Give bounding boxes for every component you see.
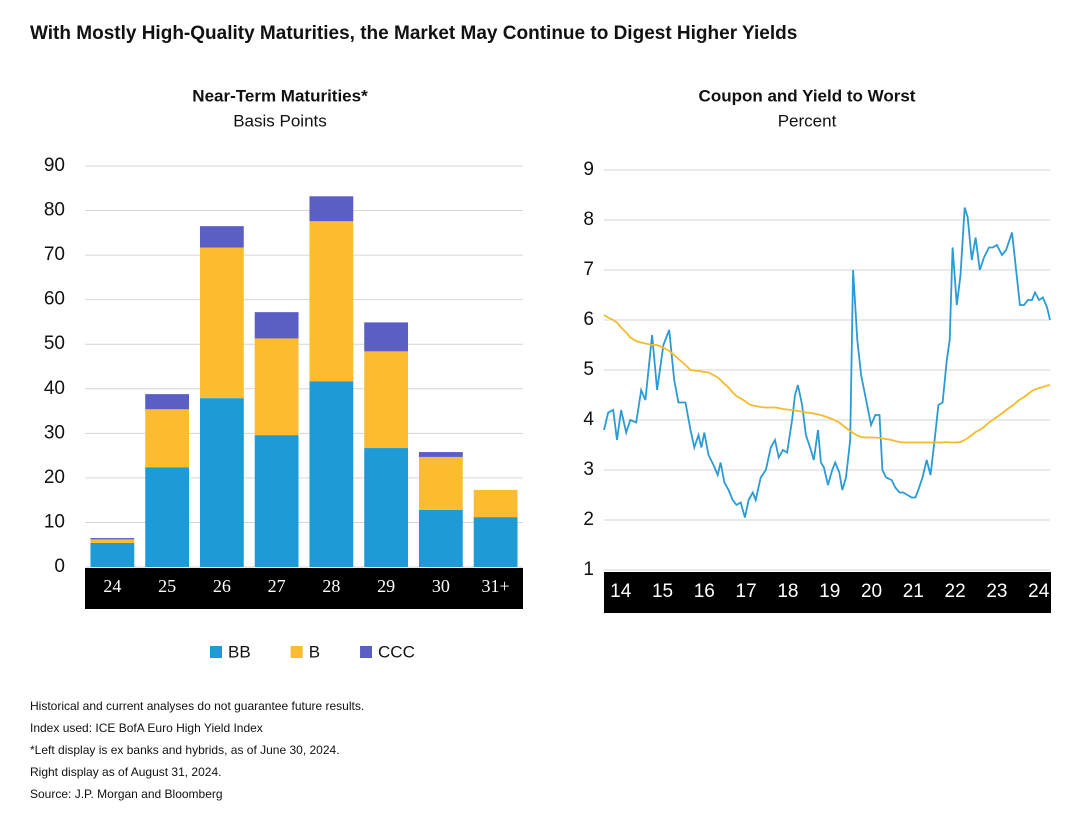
bar-segment (90, 538, 135, 540)
legend-label: BB (228, 642, 251, 661)
y-tick-label: 80 (44, 200, 65, 221)
y-tick-label: 50 (44, 333, 65, 354)
footnote: Right display as of August 31, 2024. (30, 765, 221, 779)
bar-segment (309, 196, 354, 222)
page-title: With Mostly High-Quality Maturities, the… (30, 23, 797, 44)
chart-subtitle: Basis Points (233, 111, 327, 130)
bar-segment (145, 467, 190, 567)
legend-swatch (210, 646, 222, 658)
bar-segment (90, 539, 135, 543)
legend-swatch (290, 646, 303, 658)
y-tick-label: 6 (583, 309, 594, 330)
x-tick-label: 31+ (482, 576, 510, 596)
footnote: Historical and current analyses do not g… (30, 699, 364, 713)
bar-segment (473, 517, 518, 567)
chart-title: Near-Term Maturities* (192, 86, 368, 105)
x-tick-label: 23 (986, 581, 1007, 602)
bar-segment (364, 448, 409, 567)
y-tick-label: 30 (44, 422, 65, 443)
y-tick-label: 4 (583, 409, 594, 430)
y-tick-label: 40 (44, 378, 65, 399)
line-series (603, 314, 1051, 444)
y-tick-label: 70 (44, 244, 65, 265)
x-tick-label: 14 (610, 581, 632, 602)
y-tick-label: 20 (44, 467, 65, 488)
x-tick-label: 27 (268, 576, 286, 596)
bar-segment (199, 247, 244, 399)
footnote: Source: J.P. Morgan and Bloomberg (30, 787, 223, 801)
legend-label: CCC (378, 642, 415, 661)
x-tick-label: 21 (903, 581, 924, 602)
bar-segment (145, 409, 190, 468)
x-tick-label: 25 (158, 576, 176, 596)
chart-title: Coupon and Yield to Worst (699, 86, 916, 105)
x-tick-label: 26 (213, 576, 231, 596)
x-tick-label: 15 (652, 581, 673, 602)
footnote: Index used: ICE BofA Euro High Yield Ind… (30, 721, 263, 735)
x-tick-label: 29 (377, 576, 395, 596)
bar-segment (418, 509, 463, 567)
x-tick-label: 24 (1028, 581, 1050, 602)
y-tick-label: 7 (583, 259, 594, 280)
bar-segment (364, 351, 409, 449)
x-axis-band (604, 572, 1051, 613)
x-tick-label: 28 (322, 576, 340, 596)
y-tick-label: 9 (583, 159, 594, 180)
y-tick-label: 90 (44, 155, 65, 176)
y-tick-label: 8 (583, 209, 594, 230)
y-tick-label: 3 (583, 459, 594, 480)
y-tick-label: 2 (583, 509, 594, 530)
bar-segment (145, 394, 190, 410)
footnote: *Left display is ex banks and hybrids, a… (30, 743, 340, 757)
bar-segment (254, 435, 299, 567)
x-tick-label: 24 (103, 576, 121, 596)
chart-subtitle: Percent (778, 111, 837, 130)
y-tick-label: 1 (583, 559, 594, 580)
legend-label: B (309, 642, 320, 661)
bar-segment (309, 381, 354, 567)
y-tick-label: 5 (583, 359, 594, 380)
x-tick-label: 30 (432, 576, 450, 596)
bar-segment (90, 542, 135, 567)
bar-segment (199, 226, 244, 248)
line-series (603, 207, 1051, 518)
bar-segment (418, 452, 463, 457)
y-tick-label: 60 (44, 289, 65, 310)
bar-segment (418, 456, 463, 510)
x-tick-label: 19 (819, 581, 840, 602)
bar-segment (199, 398, 244, 567)
x-tick-label: 20 (861, 581, 882, 602)
x-tick-label: 17 (736, 581, 757, 602)
x-tick-label: 22 (945, 581, 966, 602)
bar-segment (254, 312, 299, 339)
bar-segment (473, 489, 518, 518)
legend-swatch (360, 646, 373, 658)
y-tick-label: 10 (44, 511, 65, 532)
bar-segment (364, 322, 409, 352)
x-axis-band (85, 568, 523, 609)
y-tick-label: 0 (54, 556, 65, 577)
x-tick-label: 18 (777, 581, 798, 602)
bar-segment (254, 338, 299, 436)
x-tick-label: 16 (694, 581, 715, 602)
bar-segment (309, 221, 354, 382)
